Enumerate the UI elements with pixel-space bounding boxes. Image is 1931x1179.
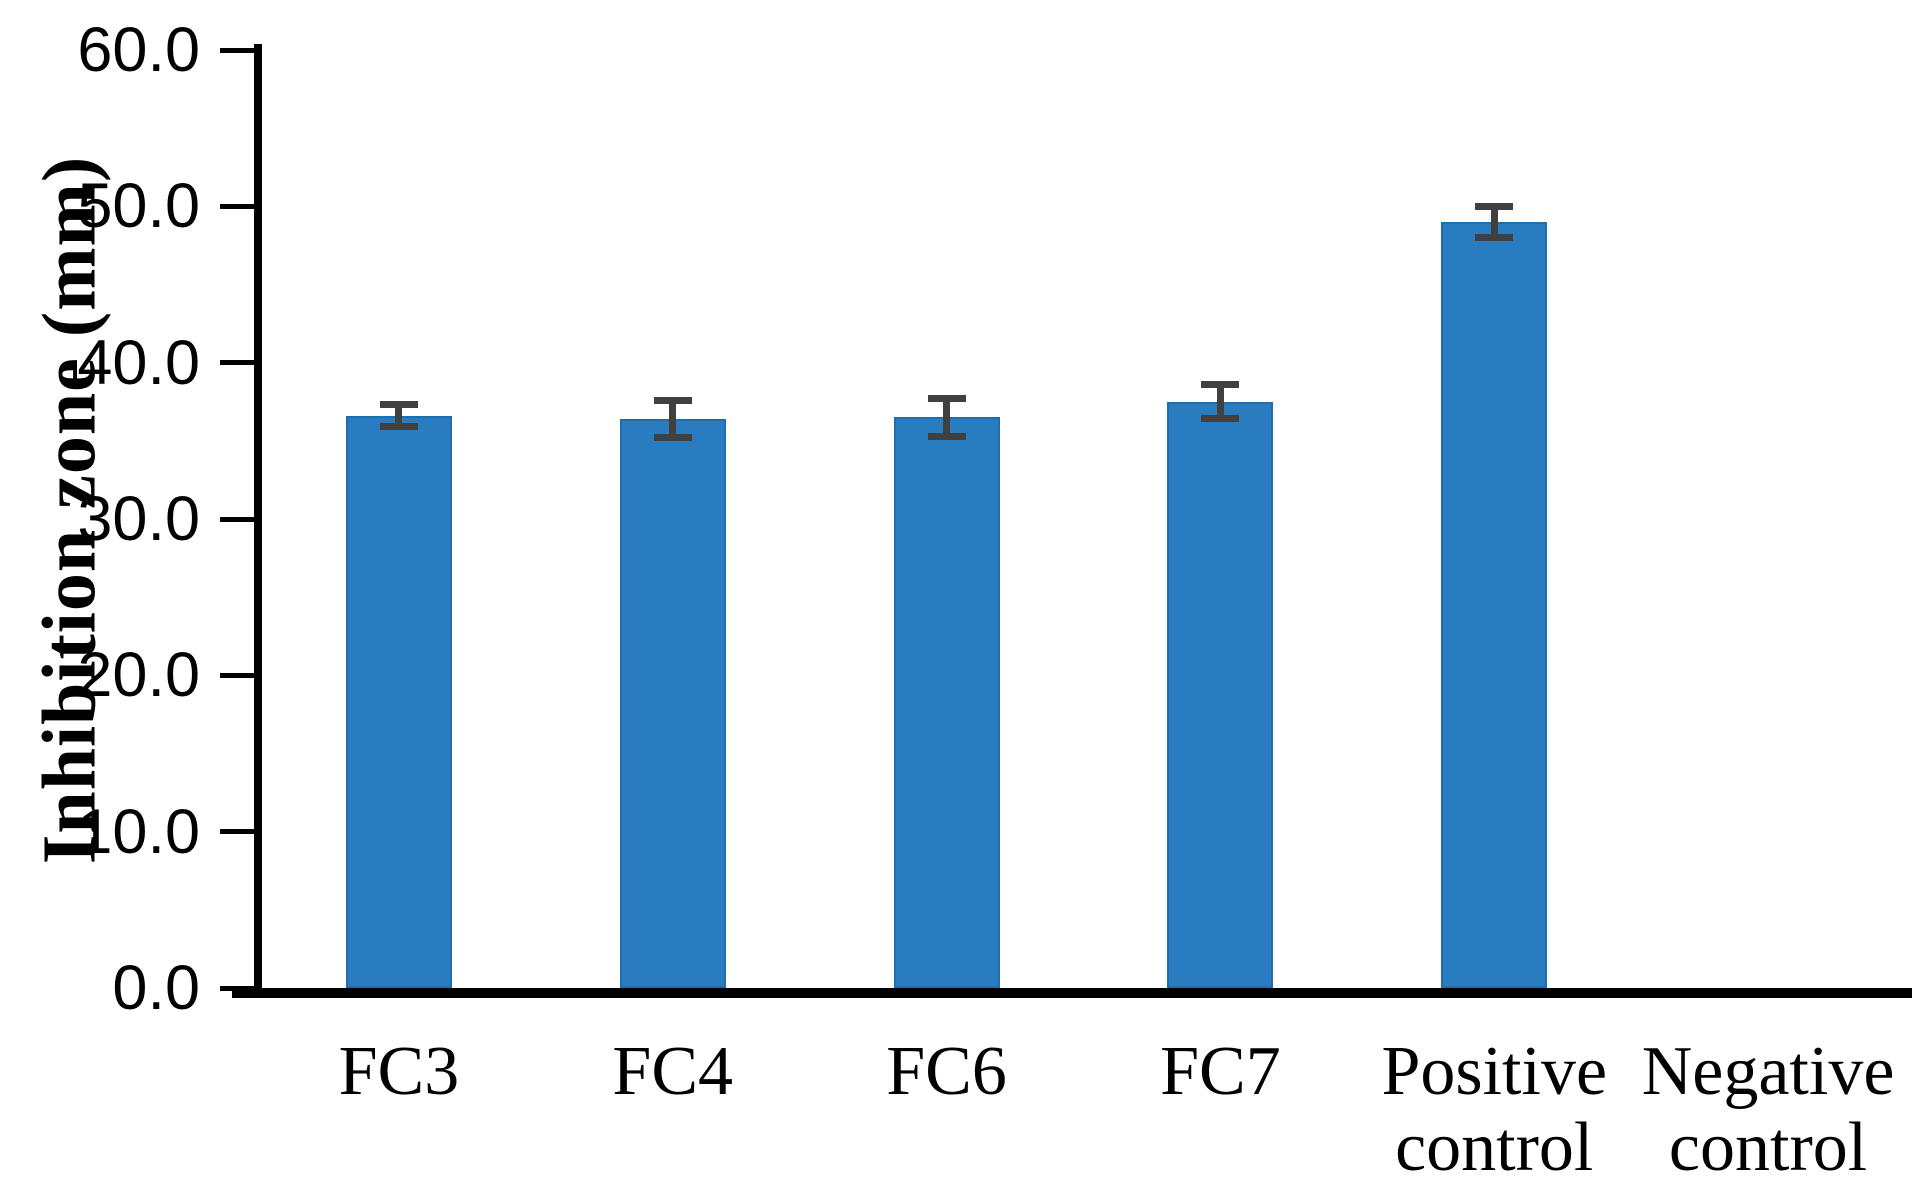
error-bar-cap [927,395,966,403]
error-bar-cap [653,396,692,404]
y-tick-label: 10.0 [77,796,200,867]
y-tick-label: 20.0 [77,640,200,711]
y-axis-tick-mark [220,360,254,366]
bar-positive-control [1441,221,1548,988]
bar-fc6 [893,417,1000,988]
error-bar-cap [653,434,692,442]
y-axis-tick-mark [220,516,254,522]
y-axis-tick-mark [220,203,254,209]
y-tick-label: 0.0 [112,953,200,1023]
error-bar-cap [1475,234,1514,242]
y-tick-label: 30.0 [77,484,200,554]
x-category-label-negative-control: Negative control [1641,1033,1895,1179]
y-tick-label: 40.0 [77,327,200,398]
error-bar-line [1490,206,1498,238]
x-category-label-fc7: FC7 [1160,1033,1281,1110]
y-axis-line [254,44,262,998]
plot-area: 0.0 10.0 20.0 30.0 40.0 50.0 60.0 FC3 FC4 FC6 FC7 P… [77,19,1905,1179]
y-axis-tick-mark [220,985,254,991]
error-bar-line [669,400,677,438]
x-category-label-positive-control: Positive control [1381,1033,1608,1179]
error-bar-cap [927,432,966,440]
x-category-label-fc4: FC4 [612,1033,734,1110]
y-axis-tick-mark [220,47,254,53]
x-category-label-fc6: FC6 [886,1033,1007,1110]
bar-fc7 [1167,401,1274,988]
bar-fc3 [345,415,452,988]
y-tick-label: 50.0 [77,171,200,242]
error-bar-line [1216,384,1224,419]
bar-fc4 [619,418,726,988]
x-category-label-fc3: FC3 [338,1033,460,1110]
y-axis-tick-mark [220,829,254,835]
error-bar-cap [1201,381,1240,389]
error-bar-cap [379,423,418,431]
y-tick-label: 60.0 [77,15,200,85]
error-bar-cap [1475,202,1514,210]
error-bar-cap [1201,415,1240,423]
error-bar-line [943,398,951,437]
error-bar-line [395,404,403,427]
x-axis-line [232,988,1912,998]
y-axis-tick-mark [220,672,254,678]
error-bar-cap [379,401,418,409]
